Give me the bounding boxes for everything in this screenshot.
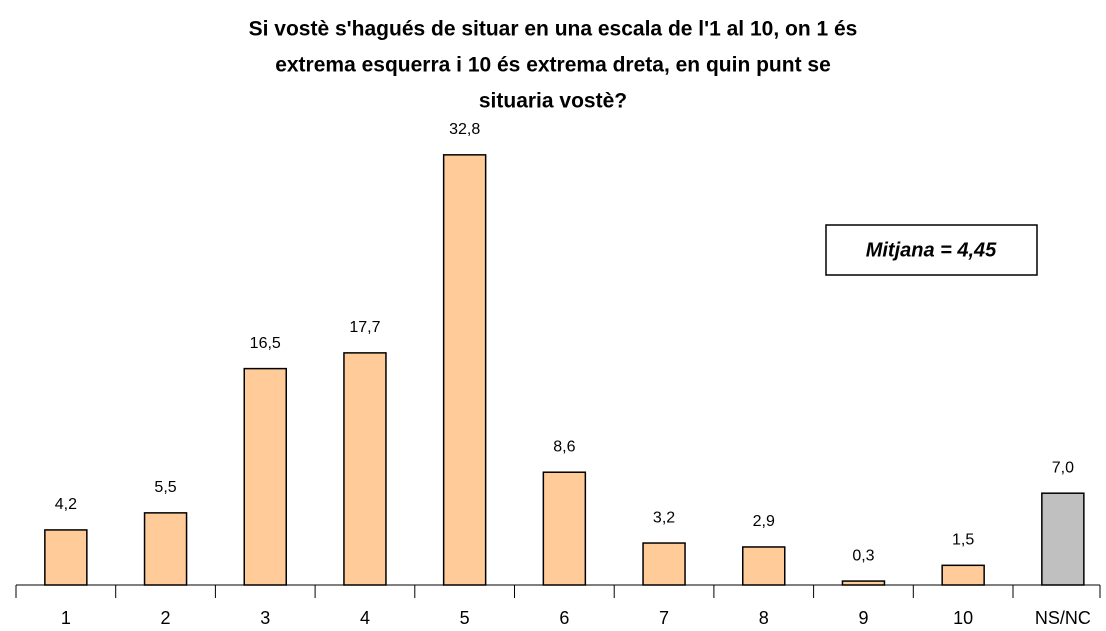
chart-title: Si vostè s'hagués de situar en una escal…	[249, 18, 858, 41]
bar	[143, 512, 188, 586]
annotation: Mitjana = 4,45	[866, 239, 997, 261]
chart-title: extrema esquerra i 10 és extrema dreta, …	[275, 54, 831, 77]
bar	[542, 471, 587, 586]
x-tick-label: 10	[953, 608, 973, 628]
value-label: 7,0	[1052, 459, 1074, 476]
value-label: 0,3	[852, 547, 874, 564]
bar	[343, 352, 387, 586]
x-tick-label: 8	[759, 608, 769, 628]
bar	[742, 546, 786, 586]
value-label: 32,8	[449, 121, 480, 138]
x-tick-label: 5	[460, 608, 470, 628]
x-tick-label: 6	[559, 608, 569, 628]
value-label: 1,5	[952, 532, 974, 549]
bar	[1041, 492, 1085, 586]
x-tick-label: 1	[61, 608, 71, 628]
value-label: 2,9	[753, 513, 775, 530]
annotation-box	[825, 224, 1038, 276]
x-tick-label: 7	[659, 608, 669, 628]
x-tick-label: 2	[161, 608, 171, 628]
bar	[44, 529, 88, 586]
bar	[941, 564, 985, 586]
value-label: 5,5	[154, 479, 176, 496]
value-label: 16,5	[250, 335, 281, 352]
value-label: 17,7	[349, 319, 380, 336]
bar	[243, 367, 287, 586]
chart-title: situaria vostè?	[479, 90, 627, 113]
x-tick-label: 4	[360, 608, 370, 628]
x-tick-label: 9	[858, 608, 868, 628]
value-label: 8,6	[553, 438, 575, 455]
x-tick-label: 3	[260, 608, 270, 628]
bar	[442, 154, 487, 586]
value-label: 4,2	[55, 496, 77, 513]
bar	[841, 580, 886, 586]
x-tick-label: NS/NC	[1035, 608, 1091, 628]
bar	[642, 542, 686, 586]
value-label: 3,2	[653, 509, 675, 526]
